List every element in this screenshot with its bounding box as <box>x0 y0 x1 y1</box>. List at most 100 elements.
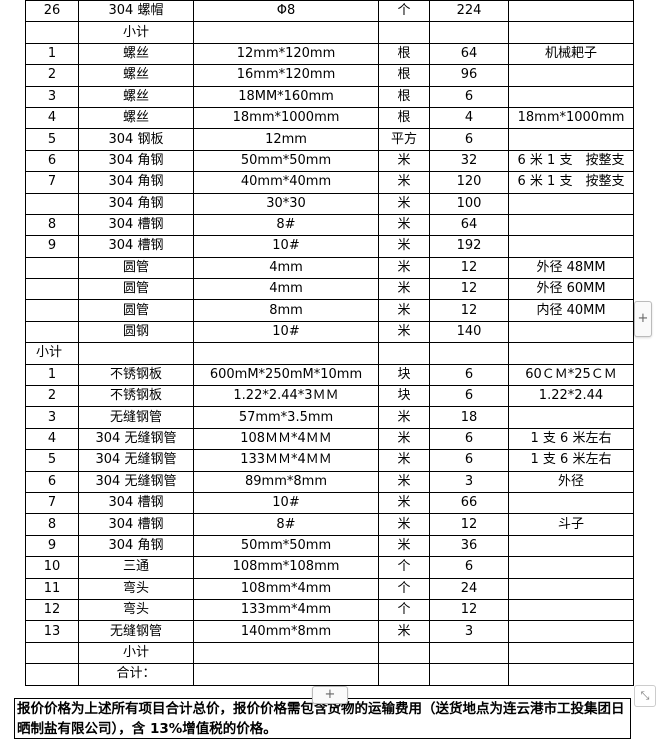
cell-quantity[interactable]: 66 <box>429 491 509 515</box>
cell-unit[interactable]: 块 <box>378 385 430 408</box>
cell-index[interactable]: 26 <box>25 0 79 23</box>
cell-quantity[interactable]: 120 <box>429 171 509 194</box>
cell-index[interactable] <box>25 299 79 322</box>
cell-remark[interactable] <box>508 64 634 87</box>
cell-quantity[interactable]: 12 <box>429 278 509 301</box>
cell-remark[interactable] <box>508 534 634 558</box>
cell-name[interactable]: 弯头 <box>78 577 194 600</box>
cell-quantity[interactable]: 192 <box>429 235 509 258</box>
cell-spec[interactable]: 30*30 <box>193 192 379 215</box>
cell-spec[interactable]: 140mm*8mm <box>193 620 379 643</box>
cell-unit[interactable]: 米 <box>378 534 430 558</box>
cell-remark[interactable]: 斗子 <box>508 513 634 536</box>
cell-name[interactable]: 螺丝 <box>78 85 194 108</box>
cell-name[interactable]: 不锈钢板 <box>78 385 194 408</box>
cell-remark[interactable] <box>508 21 634 44</box>
cell-spec[interactable]: 16mm*120mm <box>193 64 379 87</box>
cell-spec[interactable]: 10# <box>193 320 379 344</box>
cell-unit[interactable]: 根 <box>378 106 430 130</box>
cell-spec[interactable]: 8mm <box>193 299 379 322</box>
cell-remark[interactable]: 1.22*2.44 <box>508 385 634 408</box>
cell-index[interactable] <box>25 641 79 665</box>
cell-index[interactable]: 3 <box>25 85 79 108</box>
cell-remark[interactable] <box>508 577 634 600</box>
cell-quantity[interactable]: 32 <box>429 149 509 173</box>
cell-index[interactable]: 8 <box>25 513 79 536</box>
cell-quantity[interactable]: 36 <box>429 534 509 558</box>
cell-spec[interactable]: 108mm*4mm <box>193 577 379 600</box>
cell-index[interactable] <box>25 320 79 344</box>
cell-remark[interactable] <box>508 128 634 151</box>
cell-name[interactable]: 304 槽钢 <box>78 491 194 515</box>
cell-remark[interactable]: 外径 60MM <box>508 278 634 301</box>
cell-spec[interactable] <box>193 342 379 365</box>
cell-index[interactable]: 5 <box>25 449 79 472</box>
cell-name[interactable]: 无缝钢管 <box>78 620 194 643</box>
cell-spec[interactable]: 108ＭＭ*4ＭＭ <box>193 427 379 451</box>
cell-spec[interactable]: 8# <box>193 213 379 237</box>
cell-quantity[interactable]: 64 <box>429 213 509 237</box>
cell-quantity[interactable]: 6 <box>429 363 509 387</box>
cell-name[interactable]: 圆管 <box>78 299 194 322</box>
cell-spec[interactable]: 89mm*8mm <box>193 470 379 493</box>
cell-index[interactable]: 小计 <box>25 342 79 365</box>
cell-unit[interactable]: 米 <box>378 449 430 472</box>
cell-spec[interactable]: 18MM*160mm <box>193 85 379 108</box>
cell-unit[interactable]: 个 <box>378 577 430 600</box>
cell-quantity[interactable] <box>429 663 509 686</box>
cell-name[interactable]: 小计 <box>78 21 194 44</box>
cell-unit[interactable]: 米 <box>378 620 430 643</box>
cell-index[interactable]: 6 <box>25 149 79 173</box>
cell-unit[interactable]: 米 <box>378 299 430 322</box>
cell-remark[interactable]: 6 米 1 支 按整支 <box>508 149 634 173</box>
cell-remark[interactable] <box>508 663 634 686</box>
cell-quantity[interactable]: 6 <box>429 449 509 472</box>
cell-remark[interactable]: 6 米 1 支 按整支 <box>508 171 634 194</box>
cell-name[interactable]: 圆钢 <box>78 320 194 344</box>
cell-unit[interactable]: 米 <box>378 320 430 344</box>
cell-unit[interactable]: 米 <box>378 491 430 515</box>
cell-quantity[interactable]: 224 <box>429 0 509 23</box>
cell-index[interactable]: 2 <box>25 64 79 87</box>
cell-unit[interactable]: 米 <box>378 171 430 194</box>
cell-name[interactable]: 螺丝 <box>78 64 194 87</box>
cell-unit[interactable]: 米 <box>378 513 430 536</box>
cell-unit[interactable]: 米 <box>378 470 430 493</box>
cell-quantity[interactable]: 18 <box>429 406 509 429</box>
cell-remark[interactable] <box>508 556 634 579</box>
cell-index[interactable]: 1 <box>25 42 79 66</box>
cell-index[interactable]: 6 <box>25 470 79 493</box>
cell-remark[interactable]: 1 支 6 米左右 <box>508 449 634 472</box>
cell-index[interactable]: 3 <box>25 406 79 429</box>
cell-name[interactable]: 圆管 <box>78 256 194 280</box>
cell-quantity[interactable]: 96 <box>429 64 509 87</box>
cell-name[interactable]: 304 螺帽 <box>78 0 194 23</box>
cell-quantity[interactable]: 6 <box>429 427 509 451</box>
cell-spec[interactable]: 18mm*1000mm <box>193 106 379 130</box>
cell-spec[interactable] <box>193 641 379 665</box>
cell-unit[interactable]: 米 <box>378 149 430 173</box>
cell-quantity[interactable]: 6 <box>429 556 509 579</box>
cell-remark[interactable]: 18mm*1000mm <box>508 106 634 130</box>
cell-remark[interactable]: 60ＣＭ*25ＣＭ <box>508 363 634 387</box>
cell-remark[interactable] <box>508 320 634 344</box>
cell-spec[interactable]: 133mm*4mm <box>193 598 379 622</box>
cell-index[interactable]: 1 <box>25 363 79 387</box>
cell-unit[interactable] <box>378 342 430 365</box>
cell-spec[interactable]: 10# <box>193 491 379 515</box>
cell-remark[interactable] <box>508 342 634 365</box>
cell-quantity[interactable] <box>429 342 509 365</box>
cell-name[interactable]: 合计： <box>78 663 194 686</box>
cell-name[interactable] <box>78 342 194 365</box>
cell-unit[interactable]: 米 <box>378 213 430 237</box>
cell-index[interactable]: 9 <box>25 534 79 558</box>
cell-name[interactable]: 304 槽钢 <box>78 235 194 258</box>
cell-index[interactable]: 10 <box>25 556 79 579</box>
cell-remark[interactable] <box>508 235 634 258</box>
resize-table-icon[interactable]: ⤡ <box>634 685 656 707</box>
cell-spec[interactable]: 133ＭＭ*4ＭＭ <box>193 449 379 472</box>
cell-index[interactable]: 7 <box>25 171 79 194</box>
cell-name[interactable]: 304 角钢 <box>78 149 194 173</box>
add-column-button[interactable]: + <box>634 301 652 337</box>
cell-name[interactable]: 304 槽钢 <box>78 513 194 536</box>
